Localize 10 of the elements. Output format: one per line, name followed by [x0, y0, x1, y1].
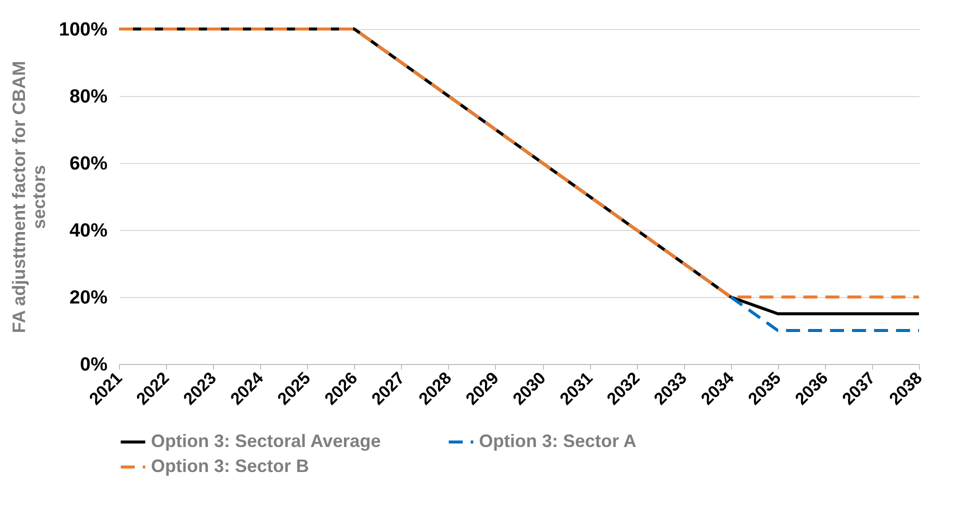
- y-tick-label: 0%: [80, 354, 108, 376]
- y-axis-title: FA adjusttment factor for CBAM sectors: [8, 60, 49, 334]
- legend-label: Option 3: Sectoral Average: [151, 431, 381, 451]
- y-tick-label: 40%: [69, 220, 108, 242]
- y-tick-label: 100%: [58, 20, 108, 40]
- y-tick-label: 60%: [69, 154, 108, 174]
- y-tick-label: 80%: [69, 86, 108, 108]
- legend-label: Option 3: Sector B: [151, 456, 310, 476]
- legend-label: Option 3: Sector A: [479, 431, 636, 451]
- y-tick-label: 20%: [69, 288, 108, 308]
